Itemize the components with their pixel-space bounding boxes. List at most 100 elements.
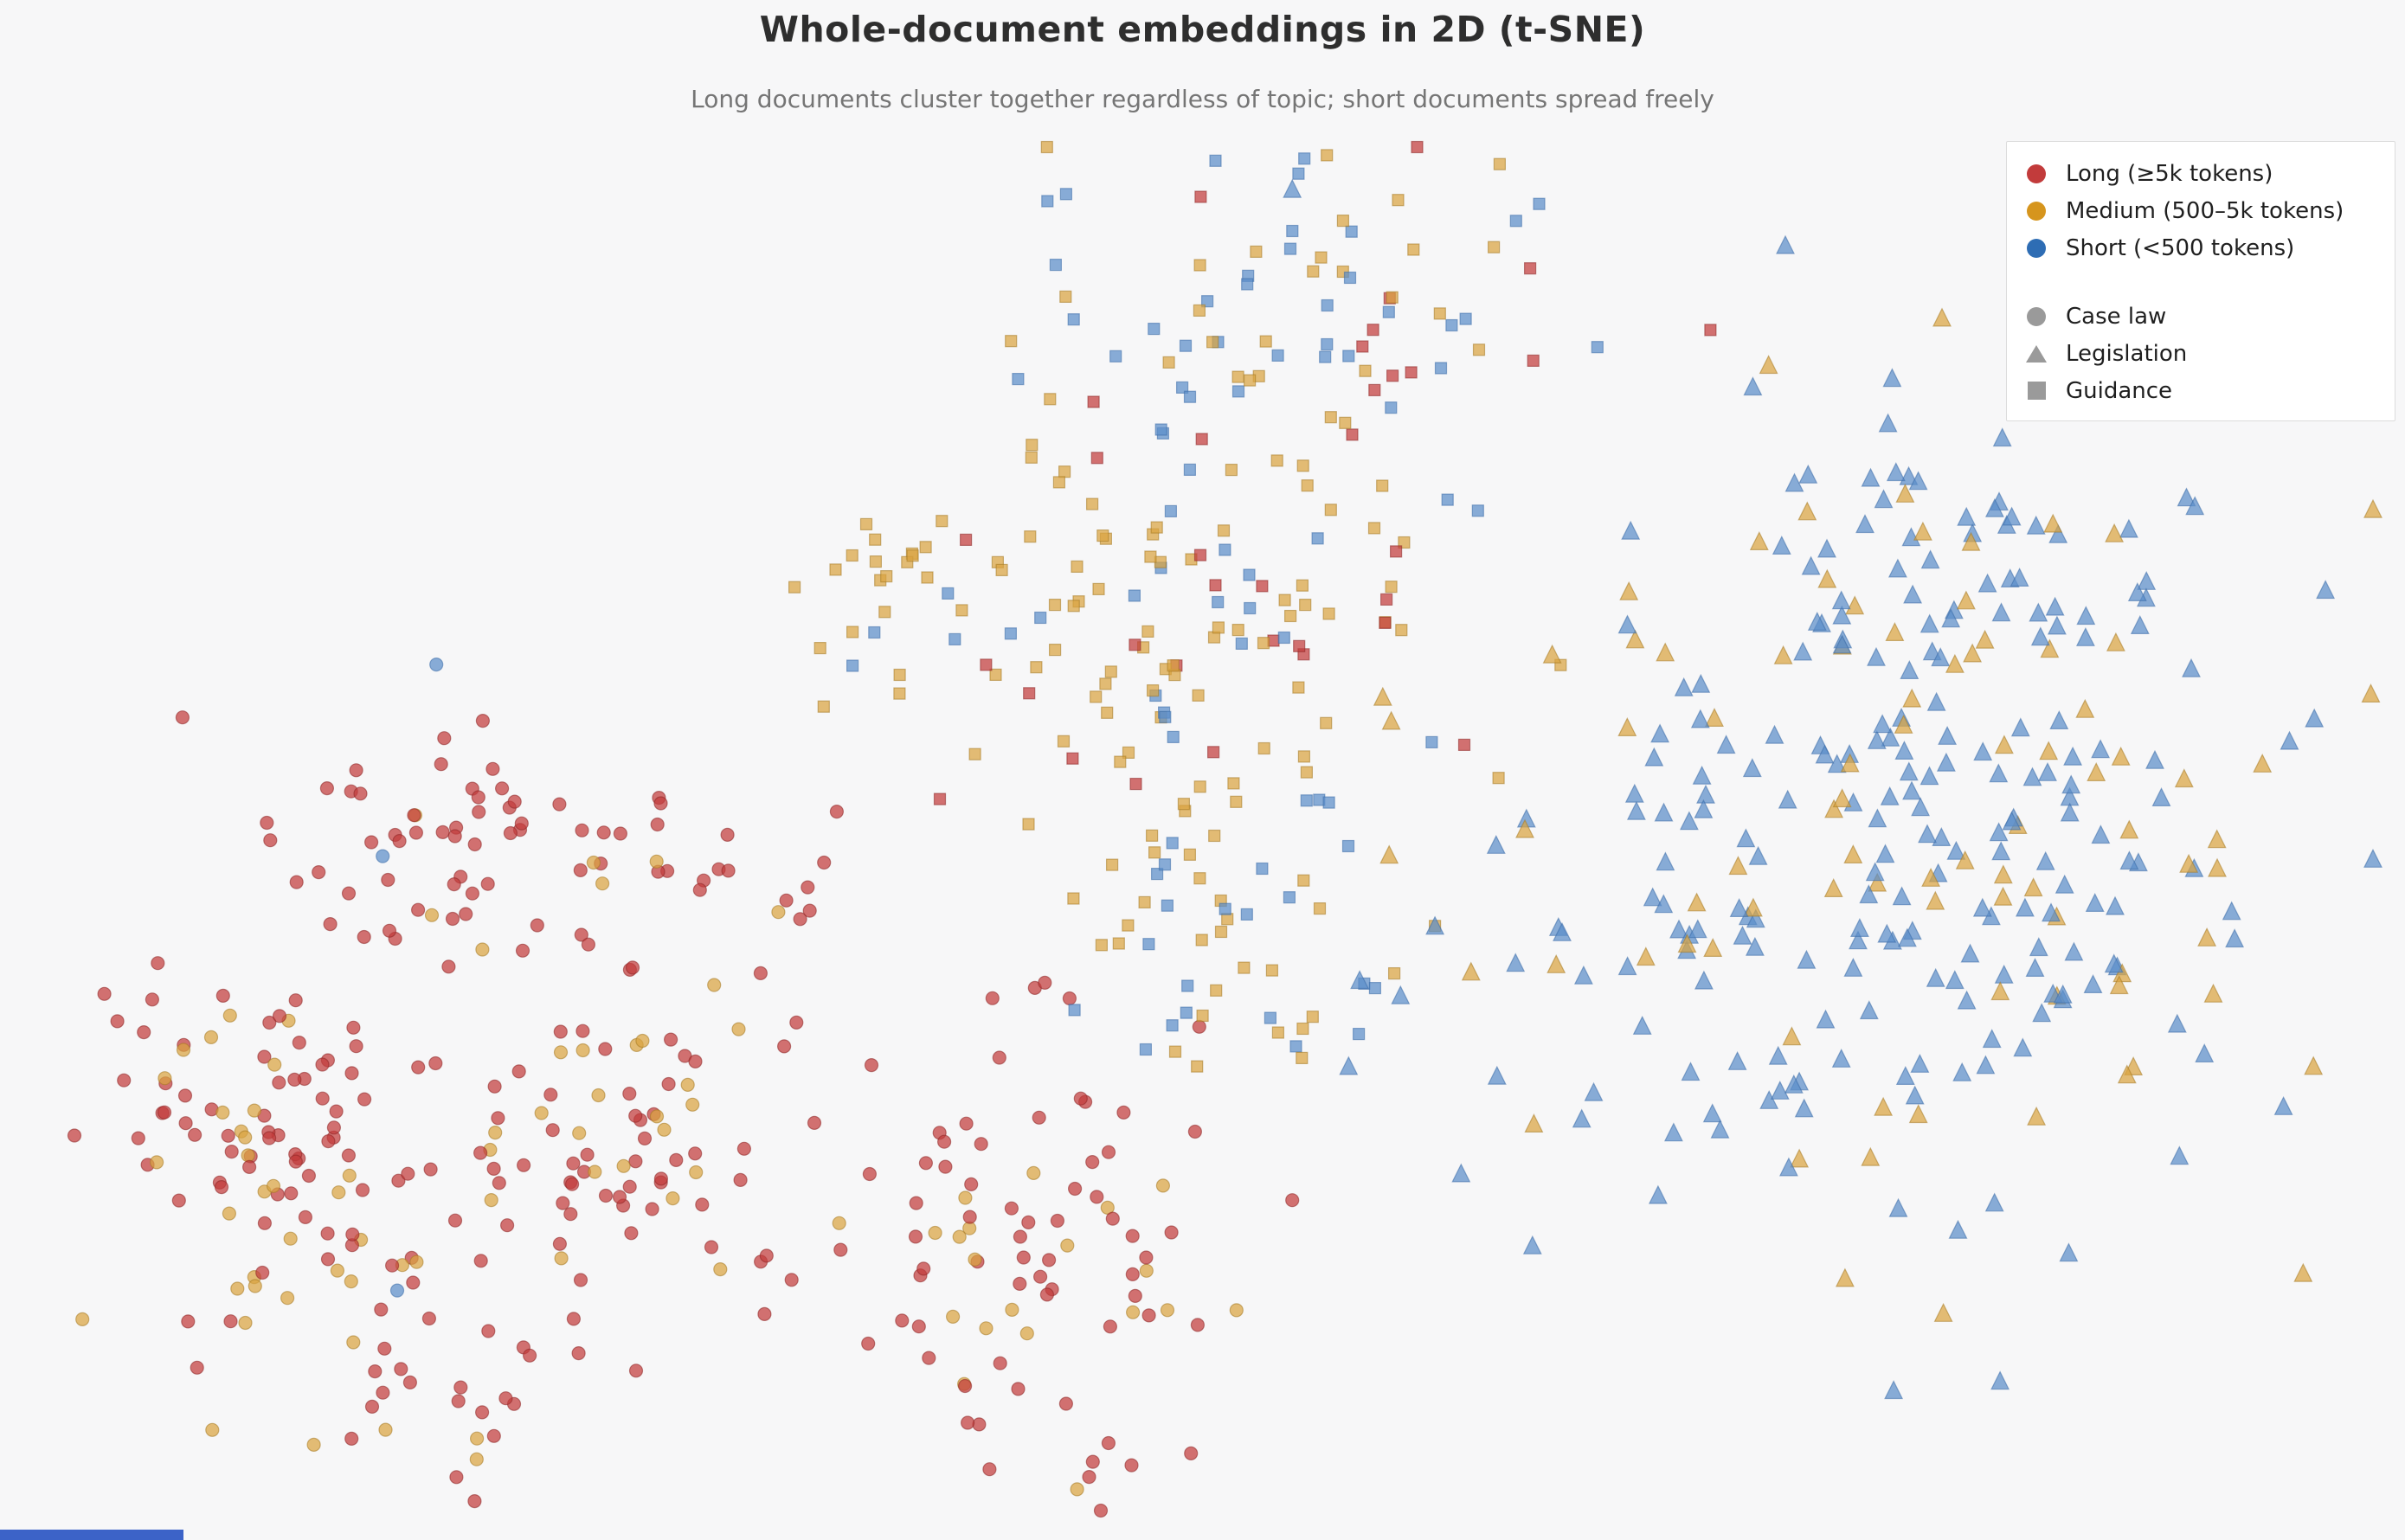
data-point-long-circle [514, 816, 529, 831]
data-point-short-triangle [1880, 786, 1900, 805]
data-point-medium-circle [346, 1335, 361, 1350]
data-point-long-circle [596, 825, 611, 840]
legend-item-guidance: Guidance [2007, 372, 2395, 409]
data-point-medium-square [1192, 689, 1205, 702]
data-point-medium-triangle [2087, 762, 2106, 781]
data-point-medium-triangle [1381, 710, 1401, 730]
data-point-short-triangle [2061, 774, 2081, 794]
data-point-long-circle [736, 1141, 752, 1156]
data-point-medium-square [1227, 777, 1240, 790]
data-point-medium-triangle [1933, 1302, 1953, 1322]
data-point-short-square [1235, 637, 1248, 651]
data-point-medium-square [968, 748, 981, 760]
data-point-medium-circle [158, 1071, 172, 1086]
data-point-medium-circle [1155, 1178, 1171, 1193]
data-point-medium-square [1122, 746, 1135, 760]
data-point-short-triangle [1617, 614, 1637, 634]
data-point-medium-triangle [1705, 708, 1724, 727]
data-point-medium-circle [247, 1103, 261, 1118]
data-point-long-square [1379, 593, 1393, 606]
data-point-long-circle [434, 757, 448, 772]
data-point-long-circle [817, 855, 832, 870]
data-point-long-circle [1013, 1276, 1027, 1292]
data-point-medium-square [1487, 241, 1501, 253]
data-point-long-circle [1038, 975, 1052, 991]
data-point-long-circle [131, 1131, 145, 1145]
data-point-long-circle [289, 875, 304, 889]
data-point-medium-square [1297, 750, 1311, 763]
data-point-short-triangle [2182, 658, 2201, 677]
data-point-short-triangle [2170, 1145, 2190, 1165]
data-point-medium-square [1122, 919, 1135, 932]
data-point-short-triangle [2273, 1095, 2293, 1115]
data-point-long-circle [566, 1312, 582, 1326]
data-point-medium-square [1030, 661, 1043, 674]
data-point-medium-square [1067, 600, 1080, 613]
data-point-long-circle [368, 1364, 383, 1379]
data-point-long-circle [661, 1076, 676, 1092]
data-point-short-triangle [1522, 1235, 1542, 1254]
data-point-short-triangle [1843, 957, 1863, 977]
data-point-long-circle [215, 988, 230, 1004]
data-point-medium-circle [238, 1130, 253, 1145]
legend-item-long: Long (≥5k tokens) [2007, 155, 2395, 192]
bottom-blue-strip [0, 1530, 183, 1540]
case-law-swatch-wrap [2007, 306, 2066, 326]
data-point-long-circle [918, 1156, 934, 1171]
data-point-long-circle [1101, 1435, 1116, 1451]
data-point-short-triangle [1882, 368, 1902, 388]
data-point-long-circle [492, 1176, 506, 1190]
data-point-long-circle [964, 1177, 979, 1192]
data-point-short-circle [389, 1283, 405, 1298]
data-point-medium-circle [534, 1106, 549, 1120]
data-point-medium-square [880, 569, 893, 583]
data-point-medium-circle [1026, 1165, 1041, 1181]
data-point-long-circle [862, 1166, 878, 1182]
data-point-medium-circle [378, 1422, 393, 1437]
data-point-short-square [1445, 318, 1458, 332]
data-point-medium-circle [591, 1088, 606, 1103]
data-point-long-circle [982, 1462, 997, 1477]
data-point-medium-circle [241, 1148, 255, 1163]
data-point-long-circle [262, 1131, 277, 1145]
data-point-long-circle [1101, 1145, 1116, 1159]
data-point-medium-square [893, 668, 906, 682]
data-point-medium-triangle [1656, 642, 1675, 662]
data-point-medium-square [893, 687, 906, 700]
data-point-short-square [1591, 341, 1604, 354]
data-point-short-triangle [2305, 708, 2325, 728]
data-point-short-triangle [1798, 464, 1818, 484]
data-point-long-circle [650, 817, 665, 832]
data-point-medium-square [1493, 157, 1507, 170]
data-point-medium-circle [1229, 1303, 1244, 1318]
data-point-medium-square [846, 549, 858, 562]
data-point-medium-circle [331, 1185, 346, 1200]
data-point-medium-square [1238, 961, 1251, 974]
data-point-short-triangle [1948, 1219, 1968, 1239]
short-dot-icon [2027, 238, 2046, 258]
data-point-medium-square [1492, 772, 1505, 785]
data-point-long-circle [357, 1092, 372, 1107]
data-point-long-circle [695, 1197, 710, 1212]
data-point-long-circle [653, 796, 668, 811]
data-point-short-triangle [1888, 1197, 1908, 1217]
data-point-medium-square [1296, 1051, 1309, 1065]
guidance-square-icon [2027, 382, 2046, 400]
data-point-long-circle [721, 863, 736, 878]
data-point-short-triangle [1669, 919, 1688, 939]
data-point-medium-square [1048, 643, 1062, 657]
data-point-long-circle [411, 1060, 426, 1075]
data-point-short-triangle [1339, 1056, 1359, 1075]
data-point-short-triangle [1643, 887, 1662, 907]
data-point-short-triangle [1972, 897, 1992, 917]
data-point-medium-triangle [1625, 629, 1645, 649]
data-point-long-square [1129, 777, 1142, 791]
data-point-short-square [1231, 385, 1245, 398]
data-point-medium-square [1472, 343, 1486, 356]
data-point-medium-square [1022, 818, 1035, 831]
data-point-short-triangle [1573, 965, 1593, 985]
data-point-long-circle [908, 1229, 923, 1244]
data-point-long-circle [394, 1362, 408, 1376]
data-point-long-circle [637, 1131, 653, 1146]
